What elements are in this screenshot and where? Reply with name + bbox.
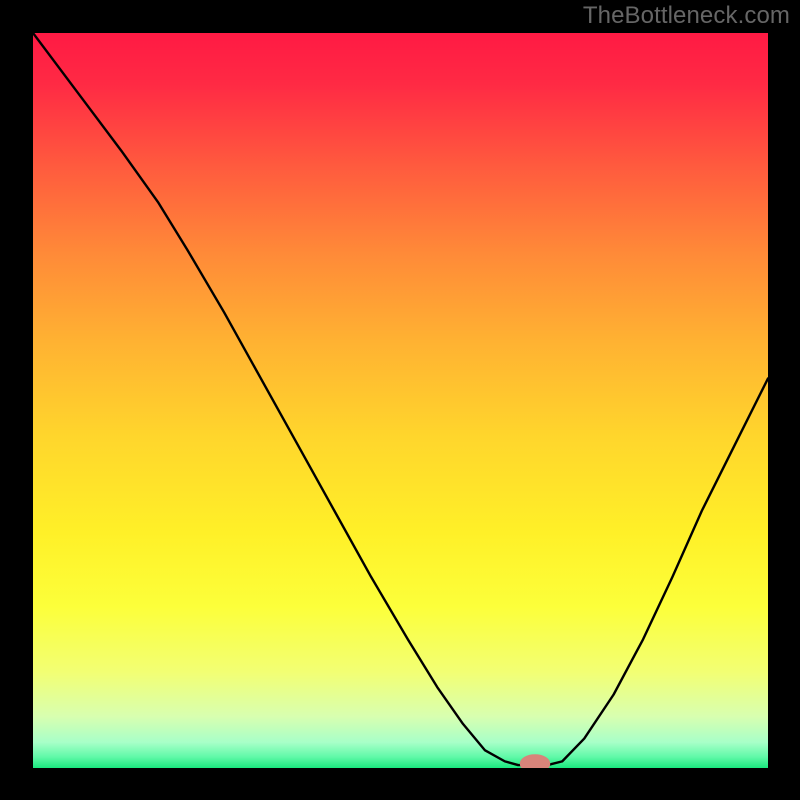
gradient-background (33, 33, 768, 768)
optimal-point-marker (520, 755, 549, 768)
chart-frame: TheBottleneck.com (0, 0, 800, 800)
plot-svg (33, 33, 768, 768)
watermark-text: TheBottleneck.com (583, 2, 790, 30)
plot-area (33, 33, 768, 768)
